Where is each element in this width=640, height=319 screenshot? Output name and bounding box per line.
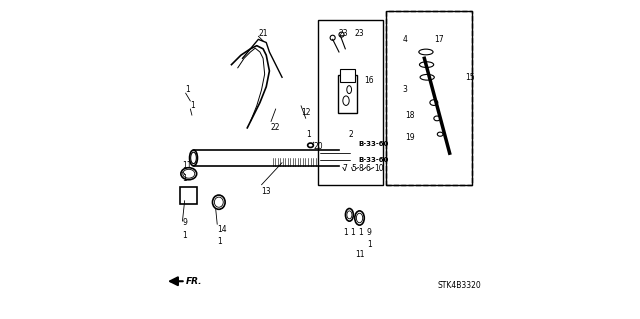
Text: 23: 23 <box>355 28 364 38</box>
Circle shape <box>339 32 344 37</box>
Text: B-33-60: B-33-60 <box>358 141 389 147</box>
Ellipse shape <box>365 158 372 171</box>
Ellipse shape <box>419 49 433 55</box>
Ellipse shape <box>356 213 363 223</box>
Text: 14: 14 <box>217 225 227 234</box>
Text: 1: 1 <box>186 85 190 94</box>
Ellipse shape <box>437 132 443 136</box>
Text: 16: 16 <box>364 76 374 85</box>
Text: 11: 11 <box>182 161 192 170</box>
Ellipse shape <box>355 211 364 225</box>
Ellipse shape <box>347 86 351 93</box>
Bar <box>320 141 350 178</box>
Ellipse shape <box>346 209 353 221</box>
Text: FR.: FR. <box>186 277 202 286</box>
Text: 1: 1 <box>358 228 364 237</box>
Text: 21: 21 <box>259 28 268 38</box>
Text: 1: 1 <box>351 228 355 237</box>
Text: 1: 1 <box>343 228 348 237</box>
Text: 23: 23 <box>339 28 349 38</box>
Text: 1: 1 <box>182 231 187 240</box>
Text: 1: 1 <box>217 237 222 246</box>
Text: 6: 6 <box>366 165 371 174</box>
Bar <box>319 20 383 185</box>
Text: 18: 18 <box>405 111 415 120</box>
Text: 1: 1 <box>182 174 187 183</box>
Ellipse shape <box>347 211 352 219</box>
Bar <box>387 11 472 185</box>
Text: STK4B3320: STK4B3320 <box>437 281 481 291</box>
Text: 1: 1 <box>367 241 372 249</box>
Text: 15: 15 <box>465 73 475 82</box>
Text: 12: 12 <box>301 108 310 116</box>
Text: 11: 11 <box>355 250 364 259</box>
Text: 20: 20 <box>314 142 323 151</box>
Text: 5: 5 <box>351 165 356 174</box>
Text: 13: 13 <box>262 187 271 196</box>
Ellipse shape <box>181 168 196 180</box>
Text: B-33-60: B-33-60 <box>358 157 389 162</box>
Text: 9: 9 <box>182 218 188 227</box>
Ellipse shape <box>191 152 196 164</box>
Bar <box>340 69 355 82</box>
Text: 10: 10 <box>374 165 383 174</box>
Ellipse shape <box>212 195 225 209</box>
Bar <box>180 187 196 204</box>
Bar <box>387 11 472 185</box>
Text: 8: 8 <box>358 165 364 174</box>
Text: 19: 19 <box>405 133 415 142</box>
Ellipse shape <box>360 161 364 167</box>
Ellipse shape <box>420 74 435 80</box>
Ellipse shape <box>214 197 223 207</box>
Text: 7: 7 <box>343 165 348 174</box>
Text: 1: 1 <box>190 101 195 110</box>
Ellipse shape <box>308 143 314 147</box>
Text: 2: 2 <box>348 130 353 139</box>
Text: 4: 4 <box>402 35 407 44</box>
Text: 22: 22 <box>271 123 280 132</box>
Ellipse shape <box>343 96 349 105</box>
Ellipse shape <box>354 160 358 168</box>
Ellipse shape <box>183 169 195 178</box>
Ellipse shape <box>430 100 438 105</box>
Text: 1: 1 <box>306 130 310 139</box>
Ellipse shape <box>189 150 198 166</box>
Ellipse shape <box>359 159 365 170</box>
Text: 9: 9 <box>367 228 372 237</box>
Ellipse shape <box>419 62 434 68</box>
Bar <box>351 158 354 169</box>
Bar <box>338 75 357 113</box>
Ellipse shape <box>434 116 440 121</box>
Text: 17: 17 <box>434 35 444 44</box>
Circle shape <box>330 35 335 40</box>
Text: 3: 3 <box>402 85 407 94</box>
Ellipse shape <box>341 160 348 172</box>
